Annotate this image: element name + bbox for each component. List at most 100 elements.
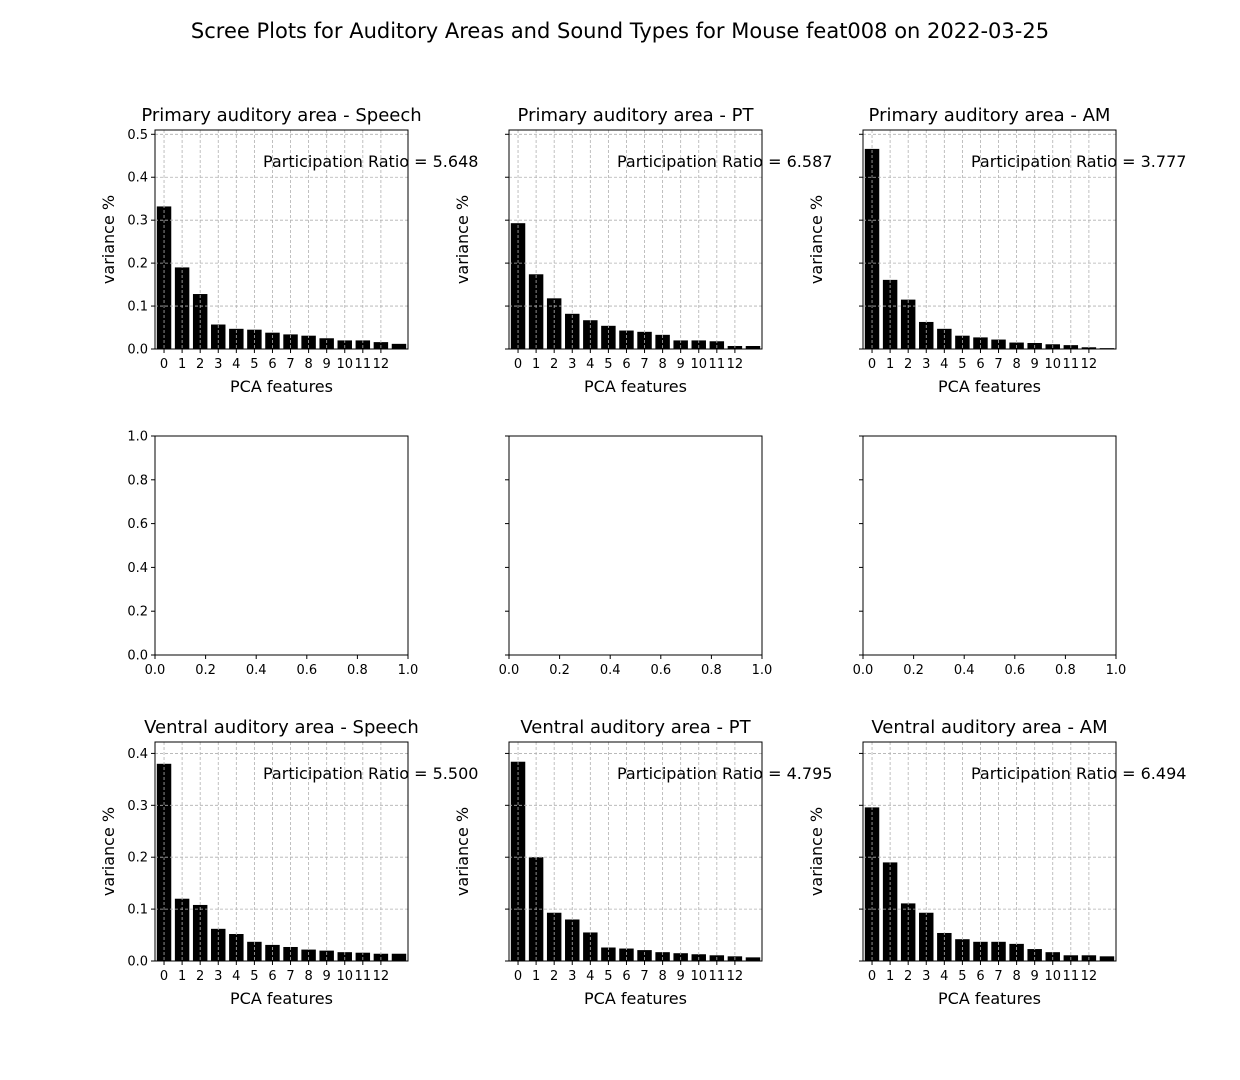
x-tick-label: 9 [1031,969,1039,984]
chart-panel-row2-col3: 0.0 0.2 0.4 0.6 0.8 1.0 [853,435,1126,678]
x-tick-label: 0.2 [903,663,924,678]
bar-13 [391,953,407,961]
x-tick-label: 0.0 [499,663,520,678]
participation-ratio-annotation: Participation Ratio = 6.494 [971,764,1186,783]
x-tick-label: 12 [373,969,390,984]
participation-ratio-annotation: Participation Ratio = 6.587 [617,152,832,171]
x-tick-label: 0.4 [600,663,621,678]
x-tick-label: 1 [178,357,186,372]
y-tick-label: 0.4 [127,171,148,186]
chart-panel-row2-col1: 0.0 0.2 0.4 0.6 0.8 1.0 0.0 0.2 0.4 0.6 0.8 1.0 [127,430,418,679]
x-tick-label: 11 [1063,969,1080,984]
x-tick-label: 7 [640,969,648,984]
x-tick-label: 10 [336,357,353,372]
x-tick-label: 11 [709,969,726,984]
x-tick-label: 9 [677,969,685,984]
bar-9 [319,338,334,349]
x-tick-label: 5 [604,969,612,984]
x-tick-label: 2 [550,969,558,984]
x-tick-label: 7 [994,969,1002,984]
y-tick-label: 0.3 [127,799,148,814]
x-tick-label: 2 [196,969,204,984]
bar-8 [301,949,316,961]
y-axis-label: variance % [453,807,472,896]
bar-7 [991,941,1006,961]
bar-9 [1027,949,1042,961]
x-tick-label: 1.0 [398,663,419,678]
x-tick-label: 8 [1012,357,1020,372]
bar-12 [1081,347,1097,349]
x-tick-label: 4 [940,357,948,372]
axes-frame [862,741,1117,962]
x-axis-label: PCA features [938,989,1041,1008]
y-tick-label: 0.2 [127,257,148,272]
x-tick-label: 2 [904,357,912,372]
x-tick-label: 4 [232,357,240,372]
x-tick-label: 10 [690,357,707,372]
axes-frame [508,129,763,350]
x-tick-label: 0.2 [549,663,570,678]
x-tick-label: 11 [355,969,372,984]
x-axis-label: PCA features [230,989,333,1008]
figure-title: Scree Plots for Auditory Areas and Sound… [191,19,1049,43]
bar-10 [337,952,352,961]
x-tick-label: 0.8 [1055,663,1076,678]
x-tick-label: 0.6 [650,663,671,678]
x-tick-label: 2 [196,357,204,372]
bar-3 [565,919,580,961]
y-tick-label: 0.1 [127,300,148,315]
bar-0 [510,761,526,961]
x-tick-label: 3 [568,969,576,984]
y-tick-label: 0.1 [127,903,148,918]
x-tick-label: 0.2 [195,663,216,678]
x-tick-label: 1 [532,357,540,372]
x-tick-label: 0.0 [853,663,874,678]
bar-4 [229,328,244,349]
chart-title: Primary auditory area - PT [518,105,755,126]
x-axis-label: PCA features [584,989,687,1008]
x-tick-label: 11 [355,357,372,372]
x-tick-label: 1 [178,969,186,984]
x-tick-label: 5 [958,357,966,372]
x-tick-label: 5 [958,969,966,984]
axes-frame [862,129,1117,350]
bar-6 [619,330,634,349]
x-tick-label: 6 [622,969,630,984]
bar-10 [1045,952,1060,961]
x-tick-label: 0.4 [246,663,267,678]
bar-2 [900,299,916,349]
x-tick-label: 0 [514,357,522,372]
axes-frame [508,435,763,656]
bar-0 [864,148,880,349]
x-tick-label: 6 [976,969,984,984]
x-tick-label: 3 [214,357,222,372]
bar-6 [973,337,988,349]
x-tick-label: 9 [323,969,331,984]
y-tick-label: 0.5 [127,128,148,143]
bar-9 [319,950,334,961]
x-tick-label: 2 [904,969,912,984]
x-axis-label: PCA features [938,377,1041,396]
chart-title: Ventral auditory area - PT [520,717,751,738]
x-tick-label: 10 [690,969,707,984]
y-tick-label: 1.0 [127,430,148,445]
x-tick-label: 4 [586,969,594,984]
x-tick-label: 0.8 [701,663,722,678]
bar-5 [247,329,262,349]
x-tick-label: 6 [268,969,276,984]
bar-5 [955,939,970,961]
x-tick-label: 11 [709,357,726,372]
x-tick-label: 0.6 [1004,663,1025,678]
y-tick-label: 0.0 [127,955,148,970]
x-tick-label: 7 [994,357,1002,372]
axes-frame [154,129,409,350]
y-tick-label: 0.6 [127,517,148,532]
x-axis-label: PCA features [584,377,687,396]
x-tick-label: 0 [514,969,522,984]
chart-title: Primary auditory area - Speech [141,105,421,126]
x-tick-label: 0.4 [954,663,975,678]
x-tick-label: 8 [658,969,666,984]
bar-11 [355,340,371,349]
